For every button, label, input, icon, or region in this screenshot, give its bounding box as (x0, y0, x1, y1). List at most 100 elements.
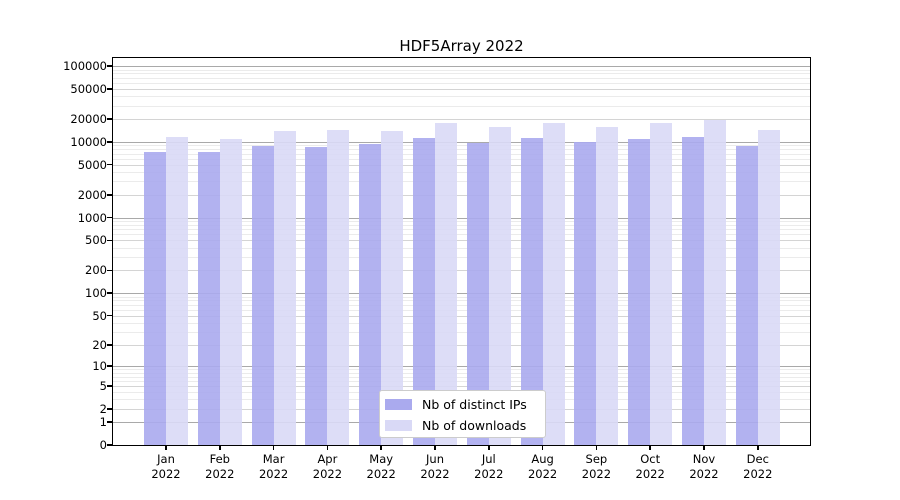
bar-distinct-ips-oct (628, 138, 651, 445)
y-tick-mark (107, 194, 113, 196)
bar-distinct-ips-may (359, 143, 382, 445)
bar-downloads-feb (219, 138, 242, 445)
legend-label: Nb of downloads (422, 418, 527, 433)
gridline (113, 224, 810, 226)
chart-title: HDF5Array 2022 (399, 37, 524, 55)
plot-area: Jan 2022 Feb 2022 Mar 2022 Apr 2022 May 2022 Jun 20… (63, 57, 811, 481)
y-tick-mark (107, 239, 113, 242)
y-tick-mark (107, 444, 113, 446)
y-tick-mark (107, 344, 113, 346)
gridline (113, 77, 810, 79)
x-tick-mark (219, 445, 221, 450)
y-tick-label: 500 (85, 233, 107, 248)
x-tick-mark (380, 445, 382, 450)
gridline (113, 240, 810, 242)
y-tick-label: 5 (99, 379, 107, 393)
bar-downloads-apr (327, 129, 350, 445)
gridline (113, 304, 810, 306)
bar-distinct-ips-feb (197, 151, 220, 445)
bar-downloads-mar (273, 130, 296, 445)
gridline (113, 69, 810, 71)
y-tick-label: 20000 (70, 112, 107, 126)
legend-item: Nb of distinct IPs (385, 394, 527, 415)
gridline (113, 386, 810, 387)
gridline (113, 380, 810, 382)
y-tick-mark (107, 365, 113, 367)
y-tick-mark (107, 269, 113, 272)
y-tick-label: 1000 (77, 210, 107, 225)
bar-distinct-ips-jan (144, 151, 166, 445)
y-tick-mark (107, 216, 113, 219)
x-tick-label-nov: Nov 2022 (689, 452, 719, 481)
y-tick-label: 50 (92, 308, 107, 323)
x-tick-label-dec: Dec 2022 (743, 452, 773, 481)
y-tick-label: 2000 (77, 187, 107, 202)
bar-distinct-ips-jun (413, 137, 435, 445)
x-tick-mark (326, 445, 329, 450)
x-tick-label-aug: Aug 2022 (527, 452, 558, 481)
gridline (113, 172, 810, 173)
bar-distinct-ips-sep (574, 141, 597, 445)
x-tick-mark (165, 445, 167, 450)
gridline (113, 158, 810, 160)
y-tick-label: 100000 (63, 59, 107, 73)
gridline (113, 82, 810, 84)
gridline (113, 270, 810, 272)
gridline (113, 66, 810, 67)
x-tick-mark (434, 445, 436, 450)
gridline (113, 372, 810, 374)
y-tick-mark (107, 314, 113, 317)
y-tick-label: 50000 (70, 81, 107, 96)
y-tick-mark (107, 421, 113, 423)
legend: Nb of distinct IPs Nb of downloads (379, 390, 546, 438)
y-tick-label: 5000 (77, 157, 107, 172)
bar-downloads-may (381, 130, 404, 445)
gridline (113, 257, 810, 259)
bar-distinct-ips-aug (520, 137, 543, 445)
bar-downloads-dec (757, 130, 780, 445)
x-tick-label-apr: Apr 2022 (312, 452, 343, 481)
gridline (113, 229, 810, 231)
gridline (113, 164, 810, 166)
bar-downloads-jun (435, 123, 457, 445)
gridline (113, 369, 810, 371)
gridline (113, 344, 810, 346)
x-tick-mark (541, 445, 544, 450)
y-tick-label: 100 (85, 286, 107, 301)
y-tick-mark (107, 385, 113, 387)
gridline (113, 141, 810, 143)
x-tick-mark (488, 445, 490, 450)
gridline (113, 221, 810, 222)
gridline (113, 234, 810, 236)
legend-item: Nb of downloads (385, 415, 526, 436)
x-tick-mark (595, 445, 598, 450)
y-tick-label: 200 (85, 263, 107, 278)
bar-downloads-nov (704, 120, 726, 445)
bar-distinct-ips-dec (735, 146, 758, 445)
bar-downloads-aug (542, 122, 565, 445)
gridline (113, 181, 810, 183)
bar-distinct-ips-nov (682, 136, 704, 445)
x-tick-label-sep: Sep 2022 (581, 452, 612, 481)
y-tick-mark (107, 65, 113, 67)
bar-downloads-jul (488, 126, 511, 445)
y-tick-mark (107, 118, 113, 120)
gridline (113, 309, 810, 311)
y-tick-label: 10 (92, 359, 107, 374)
gridline (113, 332, 810, 333)
x-tick-label-mar: Mar 2022 (258, 452, 289, 481)
gridline (113, 300, 810, 302)
x-tick-mark (703, 445, 705, 450)
gridline (113, 119, 810, 120)
y-tick-mark (107, 408, 113, 410)
x-tick-label-feb: Feb 2022 (205, 452, 235, 481)
gridline (113, 149, 810, 151)
x-tick-label-oct: Oct 2022 (635, 452, 665, 481)
x-tick-mark (649, 445, 651, 450)
y-tick-mark (107, 88, 113, 90)
y-tick-label: 0 (99, 438, 107, 452)
gridline (113, 145, 810, 147)
gridline (113, 366, 810, 368)
y-tick-label: 2 (99, 401, 107, 416)
